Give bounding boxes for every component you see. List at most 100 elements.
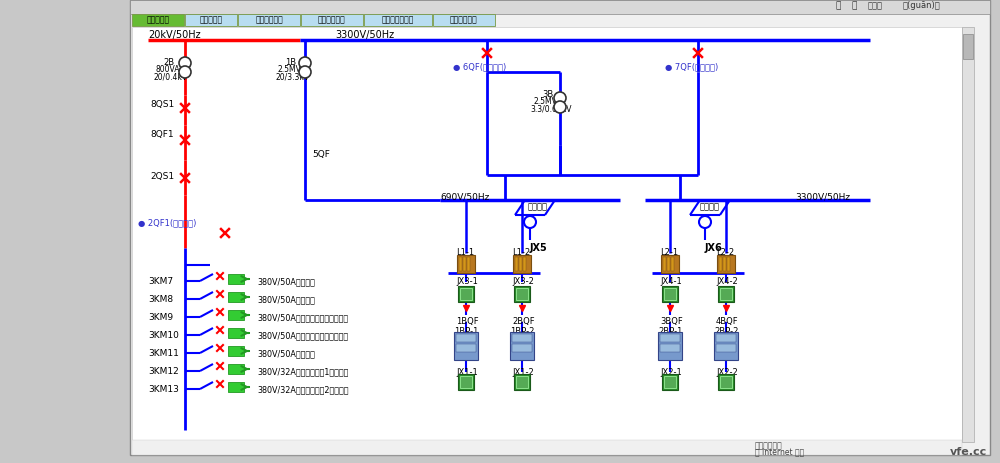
Bar	[364, 14, 432, 26]
Circle shape	[554, 101, 566, 113]
Bar	[228, 382, 244, 392]
Text: 380V/50A被试调试控制柜供电电源: 380V/50A被试调试控制柜供电电源	[257, 331, 348, 340]
Text: 關(guān)閉: 關(guān)閉	[903, 1, 941, 10]
Bar	[718, 286, 734, 302]
Text: 1B: 1B	[285, 58, 296, 67]
Text: JX1-1: JX1-1	[456, 368, 478, 377]
Text: 2BP-2: 2BP-2	[714, 327, 738, 336]
Bar	[718, 374, 734, 390]
Bar	[433, 14, 495, 26]
Text: 3BQF: 3BQF	[660, 317, 683, 326]
Text: 4BQF: 4BQF	[716, 317, 739, 326]
Bar	[664, 288, 676, 300]
Bar	[671, 257, 674, 271]
Text: JX4-1: JX4-1	[660, 277, 682, 286]
Bar	[963, 34, 973, 59]
Circle shape	[299, 57, 311, 69]
Text: JX6: JX6	[705, 243, 723, 253]
Text: JX1-2: JX1-2	[512, 368, 534, 377]
Text: 2B: 2B	[163, 58, 174, 67]
Text: JX2-1: JX2-1	[660, 368, 682, 377]
Circle shape	[554, 92, 566, 104]
Circle shape	[179, 66, 191, 78]
Bar	[716, 334, 736, 342]
Bar	[519, 257, 522, 271]
Text: 380V/32A发电机内冷儷1供电电源: 380V/32A发电机内冷儷1供电电源	[257, 367, 348, 376]
Text: ● 6QF(微机保护): ● 6QF(微机保护)	[453, 62, 506, 71]
Text: ● 7QF(单向交流): ● 7QF(单向交流)	[665, 62, 718, 71]
Bar	[662, 374, 678, 390]
Text: L2-2: L2-2	[716, 248, 734, 257]
Text: 380V/50A备用电源: 380V/50A备用电源	[257, 277, 315, 286]
Bar	[660, 344, 680, 352]
Bar	[467, 257, 470, 271]
Text: JX3-1: JX3-1	[456, 277, 478, 286]
Text: 倒切母排: 倒切母排	[528, 202, 548, 211]
Text: ● 2QF1(单相交流): ● 2QF1(单相交流)	[138, 218, 196, 227]
Text: 3KM10: 3KM10	[148, 331, 179, 340]
Text: 2QS1: 2QS1	[150, 172, 174, 181]
Bar	[456, 334, 476, 342]
Text: 690V/50Hz: 690V/50Hz	[440, 192, 489, 201]
Text: 3KM8: 3KM8	[148, 295, 173, 304]
Bar	[658, 332, 682, 360]
Bar	[667, 257, 670, 271]
Bar	[132, 27, 962, 442]
Bar	[512, 344, 532, 352]
Bar	[185, 14, 237, 26]
Bar	[463, 257, 466, 271]
Bar	[130, 0, 990, 14]
Text: 变流器控制: 变流器控制	[199, 15, 223, 25]
Bar	[663, 257, 666, 271]
Bar	[228, 292, 244, 302]
Text: 真: 真	[851, 1, 856, 10]
Text: 380V/50A备用电源: 380V/50A备用电源	[257, 349, 315, 358]
Bar	[714, 332, 738, 360]
Text: JX2-2: JX2-2	[716, 368, 738, 377]
Bar	[717, 255, 735, 273]
Bar	[719, 257, 722, 271]
Circle shape	[524, 216, 536, 228]
Bar	[460, 288, 472, 300]
Bar	[458, 286, 474, 302]
Text: 米: 米	[835, 1, 840, 10]
Text: 380V/50A备用电源: 380V/50A备用电源	[257, 295, 315, 304]
Text: 20kV/50Hz: 20kV/50Hz	[148, 30, 201, 40]
Text: 3KM12: 3KM12	[148, 367, 179, 376]
Bar	[301, 14, 363, 26]
Bar	[458, 374, 474, 390]
Circle shape	[179, 57, 191, 69]
Bar	[515, 257, 518, 271]
Text: 3B: 3B	[542, 90, 553, 99]
Bar	[662, 286, 678, 302]
Text: 2.5MVA: 2.5MVA	[278, 65, 307, 74]
Text: 数据采集管理: 数据采集管理	[450, 15, 478, 25]
Bar	[512, 334, 532, 342]
Bar	[523, 257, 526, 271]
Bar	[132, 14, 184, 26]
Text: 2BP-1: 2BP-1	[658, 327, 682, 336]
Bar	[454, 332, 478, 360]
Text: 水冷系统控制: 水冷系统控制	[255, 15, 283, 25]
Text: 380V/50A拖动调试控制柜供电电源: 380V/50A拖动调试控制柜供电电源	[257, 313, 348, 322]
Text: L1-2: L1-2	[512, 248, 530, 257]
Text: 20/3.3kV: 20/3.3kV	[275, 72, 309, 81]
Text: 5QF: 5QF	[312, 150, 330, 159]
Text: 最小化: 最小化	[868, 1, 883, 10]
Bar	[130, 0, 990, 455]
Bar	[661, 255, 679, 273]
Text: vfe.cc: vfe.cc	[950, 447, 987, 457]
Text: L2-1: L2-1	[660, 248, 678, 257]
Text: 无 Internet 访问: 无 Internet 访问	[755, 447, 804, 456]
Text: 800VA: 800VA	[155, 65, 180, 74]
Bar	[660, 334, 680, 342]
Bar	[727, 257, 730, 271]
Text: 开关柜控制: 开关柜控制	[146, 15, 170, 25]
Text: JX5: JX5	[530, 243, 548, 253]
Text: JX3-2: JX3-2	[512, 277, 534, 286]
Bar	[720, 288, 732, 300]
Bar	[228, 310, 244, 320]
Text: 3KM7: 3KM7	[148, 277, 173, 286]
Bar	[962, 27, 974, 442]
Text: 1BP-1: 1BP-1	[454, 327, 478, 336]
